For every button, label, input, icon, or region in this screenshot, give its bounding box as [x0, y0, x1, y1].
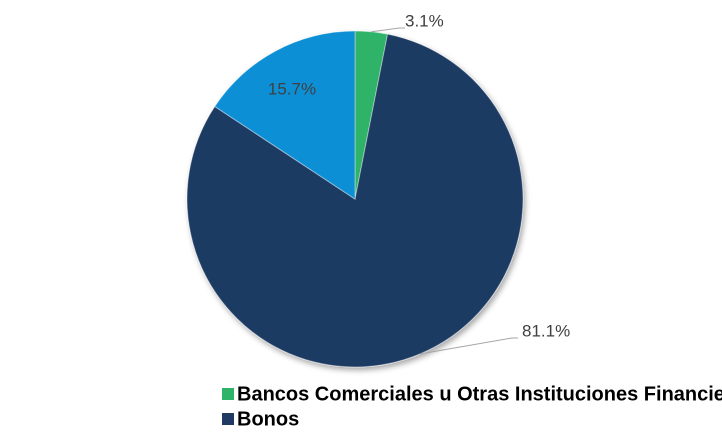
data-label: 81.1% [522, 321, 570, 340]
legend-swatch [222, 413, 234, 425]
legend-label: Bonos [237, 408, 299, 430]
leader-line [371, 27, 405, 33]
legend-label: Bancos Comerciales u Otras Instituciones… [237, 383, 722, 405]
data-label: 3.1% [405, 11, 444, 30]
pie [186, 30, 524, 368]
legend: Bancos Comerciales u Otras Instituciones… [222, 383, 722, 430]
pie-slice [214, 30, 356, 200]
data-label: 15.7% [268, 79, 316, 98]
pie-slice [186, 33, 524, 368]
leader-line [419, 337, 518, 355]
legend-swatch [222, 388, 234, 400]
labels: 3.1% 81.1% 15.7% [268, 11, 570, 355]
